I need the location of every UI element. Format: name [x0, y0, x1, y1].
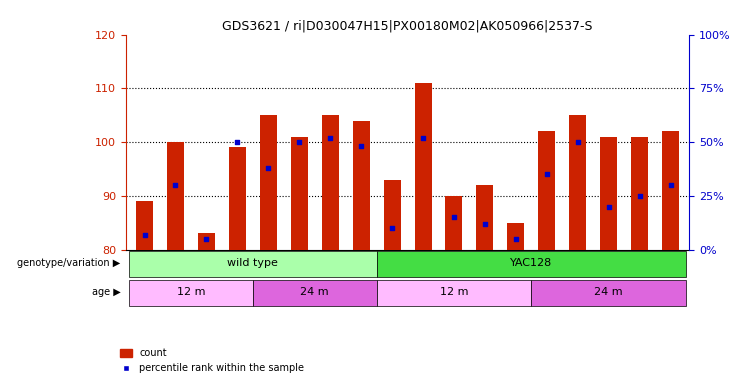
Point [231, 139, 243, 145]
Bar [198, 233, 215, 250]
Text: 24 m: 24 m [594, 287, 623, 297]
Bar [253, 280, 376, 306]
Point [201, 236, 213, 242]
Point [510, 236, 522, 242]
Bar [129, 280, 253, 306]
Point [355, 143, 367, 149]
Bar [376, 280, 531, 306]
Text: wild type: wild type [227, 258, 279, 268]
Bar [260, 115, 277, 250]
Bar [508, 223, 525, 250]
Point [634, 193, 645, 199]
Point [325, 135, 336, 141]
Point [262, 165, 274, 171]
Bar [414, 83, 431, 250]
Point [572, 139, 584, 145]
Text: age ▶: age ▶ [92, 287, 120, 297]
Point [665, 182, 677, 188]
Bar [631, 137, 648, 250]
Bar [290, 137, 308, 250]
Bar [600, 137, 617, 250]
Bar [445, 196, 462, 250]
Bar [136, 201, 153, 250]
Bar [531, 280, 686, 306]
Point [479, 221, 491, 227]
Bar [376, 251, 686, 277]
Legend: count, percentile rank within the sample: count, percentile rank within the sample [116, 344, 308, 377]
Point [417, 135, 429, 141]
Point [386, 225, 398, 231]
Title: GDS3621 / ri|D030047H15|PX00180M02|AK050966|2537-S: GDS3621 / ri|D030047H15|PX00180M02|AK050… [222, 19, 593, 32]
Bar [229, 147, 246, 250]
Bar [538, 131, 555, 250]
Point [541, 171, 553, 177]
Bar [353, 121, 370, 250]
Point [293, 139, 305, 145]
Bar [167, 142, 184, 250]
Text: 12 m: 12 m [176, 287, 205, 297]
Bar [384, 180, 401, 250]
Text: 12 m: 12 m [439, 287, 468, 297]
Point [139, 232, 150, 238]
Point [448, 214, 460, 220]
Text: genotype/variation ▶: genotype/variation ▶ [17, 258, 120, 268]
Text: YAC128: YAC128 [511, 258, 553, 268]
Bar [662, 131, 679, 250]
Text: 24 m: 24 m [300, 287, 329, 297]
Point [170, 182, 182, 188]
Bar [476, 185, 494, 250]
Bar [322, 115, 339, 250]
Bar [569, 115, 586, 250]
Point [602, 204, 614, 210]
Bar [129, 251, 376, 277]
